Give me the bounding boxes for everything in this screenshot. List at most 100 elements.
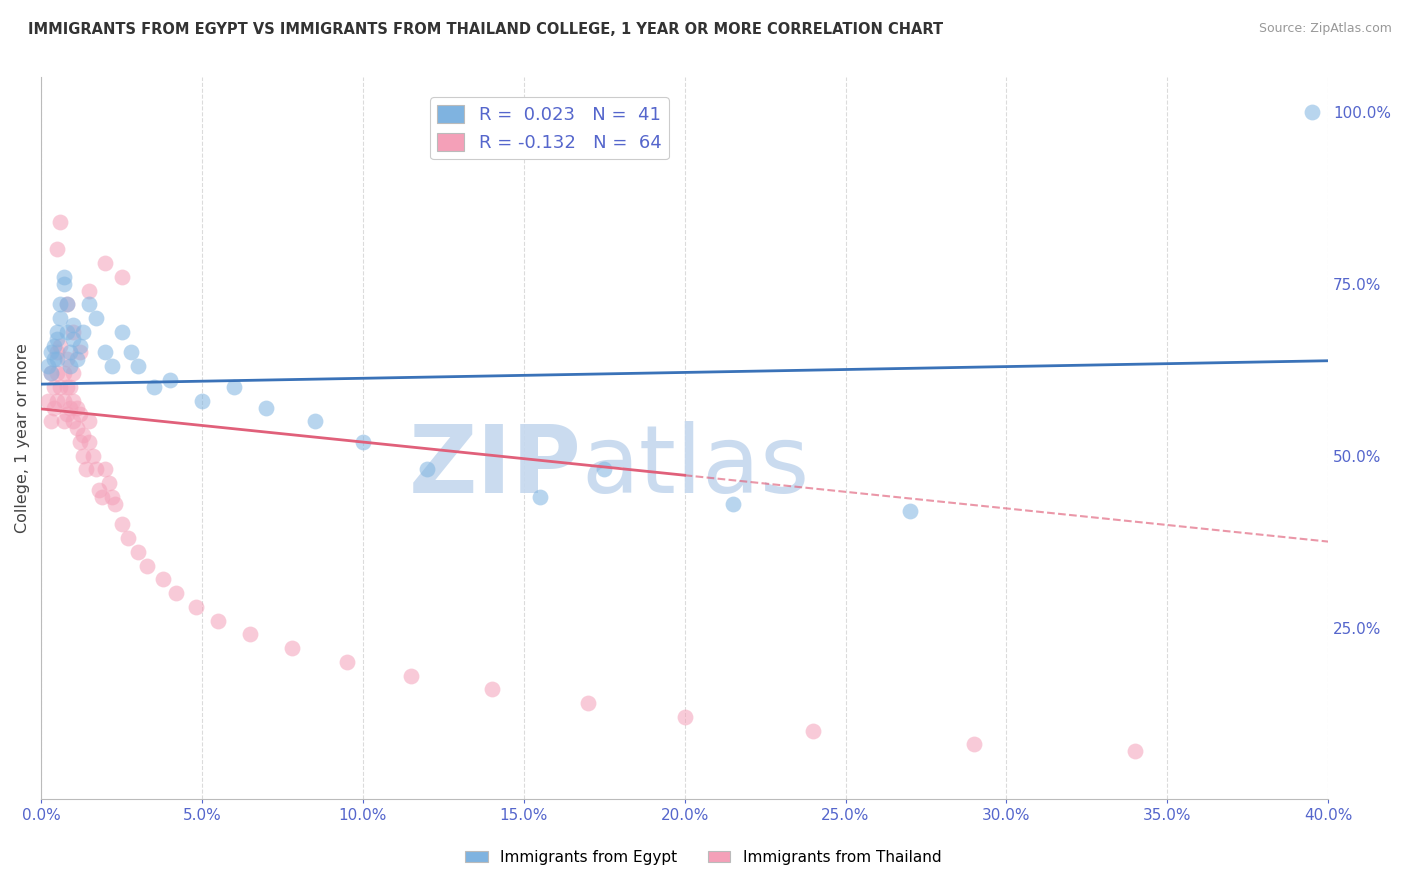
Point [101,490,124,504]
Point [37,359,59,374]
Point [224,380,246,394]
Point [94,256,117,270]
Point [62,325,84,339]
Point [79,284,101,298]
Point [801,723,824,738]
Point [39,345,62,359]
Text: ZIP: ZIP [409,421,582,513]
Point [87,483,110,497]
Legend: R =  0.023   N =  41, R = -0.132   N =  64: R = 0.023 N = 41, R = -0.132 N = 64 [430,97,669,160]
Point [184,599,207,614]
Text: atlas: atlas [582,421,810,513]
Point [110,517,132,532]
Point [69,434,91,449]
Point [69,345,91,359]
Point [59,359,82,374]
Point [72,449,94,463]
Point [69,338,91,352]
Point [576,696,599,710]
Point [416,462,439,476]
Point [46,366,69,380]
Point [59,345,82,359]
Point [97,476,120,491]
Point [136,558,159,573]
Point [42,380,65,394]
Point [52,269,75,284]
Point [673,710,696,724]
Point [110,269,132,284]
Point [72,325,94,339]
Point [46,393,69,408]
Point [62,414,84,428]
Point [49,297,72,311]
Point [117,531,139,545]
Point [49,215,72,229]
Point [72,428,94,442]
Point [49,338,72,352]
Point [42,401,65,415]
Point [94,462,117,476]
Point [52,393,75,408]
Point [52,414,75,428]
Point [62,318,84,332]
Point [1301,104,1323,119]
Point [62,332,84,346]
Point [65,352,87,367]
Point [79,414,101,428]
Point [254,401,277,415]
Point [304,414,326,428]
Point [69,408,91,422]
Point [281,641,304,656]
Point [56,297,79,311]
Point [39,366,62,380]
Point [336,655,359,669]
Point [84,311,107,326]
Point [120,345,142,359]
Point [721,497,744,511]
Point [39,366,62,380]
Text: Source: ZipAtlas.com: Source: ZipAtlas.com [1258,22,1392,36]
Point [165,586,187,600]
Point [399,668,422,682]
Y-axis label: College, 1 year or more: College, 1 year or more [15,343,30,533]
Point [152,573,174,587]
Point [529,490,551,504]
Point [207,614,229,628]
Point [898,503,921,517]
Point [94,345,117,359]
Point [593,462,616,476]
Point [79,297,101,311]
Point [82,449,104,463]
Point [159,373,181,387]
Point [481,682,503,697]
Point [84,462,107,476]
Text: IMMIGRANTS FROM EGYPT VS IMMIGRANTS FROM THAILAND COLLEGE, 1 YEAR OR MORE CORREL: IMMIGRANTS FROM EGYPT VS IMMIGRANTS FROM… [28,22,943,37]
Point [46,243,69,257]
Point [191,393,214,408]
Point [65,421,87,435]
Point [37,393,59,408]
Point [56,352,79,367]
Point [1123,744,1146,758]
Point [104,497,127,511]
Point [42,338,65,352]
Point [110,325,132,339]
Point [56,380,79,394]
Point [963,738,986,752]
Point [62,393,84,408]
Point [56,408,79,422]
Point [79,434,101,449]
Point [142,380,165,394]
Point [49,380,72,394]
Point [52,366,75,380]
Point [62,366,84,380]
Point [56,325,79,339]
Point [65,401,87,415]
Point [91,490,114,504]
Point [239,627,262,641]
Point [127,545,149,559]
Point [101,359,124,374]
Point [59,401,82,415]
Point [52,277,75,291]
Point [352,434,374,449]
